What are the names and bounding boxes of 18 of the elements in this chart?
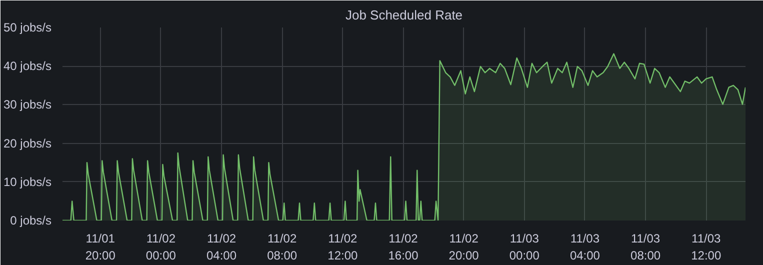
y-tick-label: 20 jobs/s bbox=[3, 136, 52, 150]
chart-title: Job Scheduled Rate bbox=[345, 8, 463, 22]
x-tick-label: 11/03 08:00 bbox=[630, 232, 661, 262]
x-tick-label: 11/02 04:00 bbox=[206, 232, 237, 262]
x-tick-label: 11/02 20:00 bbox=[448, 232, 480, 262]
x-tick-label: 11/02 12:00 bbox=[328, 232, 358, 262]
y-tick-label: 10 jobs/s bbox=[3, 174, 52, 189]
y-tick-label: 50 jobs/s bbox=[3, 20, 52, 34]
x-tick-label: 11/02 16:00 bbox=[388, 232, 419, 262]
x-tick-label: 11/02 08:00 bbox=[267, 232, 298, 262]
x-tick-label: 11/03 12:00 bbox=[691, 232, 722, 262]
y-tick-label: 30 jobs/s bbox=[3, 98, 52, 112]
y-tick-label: 40 jobs/s bbox=[3, 59, 52, 74]
x-tick-label: 11/02 00:00 bbox=[146, 232, 176, 262]
x-tick-label: 11/03 00:00 bbox=[509, 232, 540, 262]
x-tick-label: 11/01 20:00 bbox=[85, 232, 116, 262]
x-tick-label: 11/03 04:00 bbox=[570, 232, 600, 262]
y-tick-label: 0 jobs/s bbox=[10, 214, 52, 228]
